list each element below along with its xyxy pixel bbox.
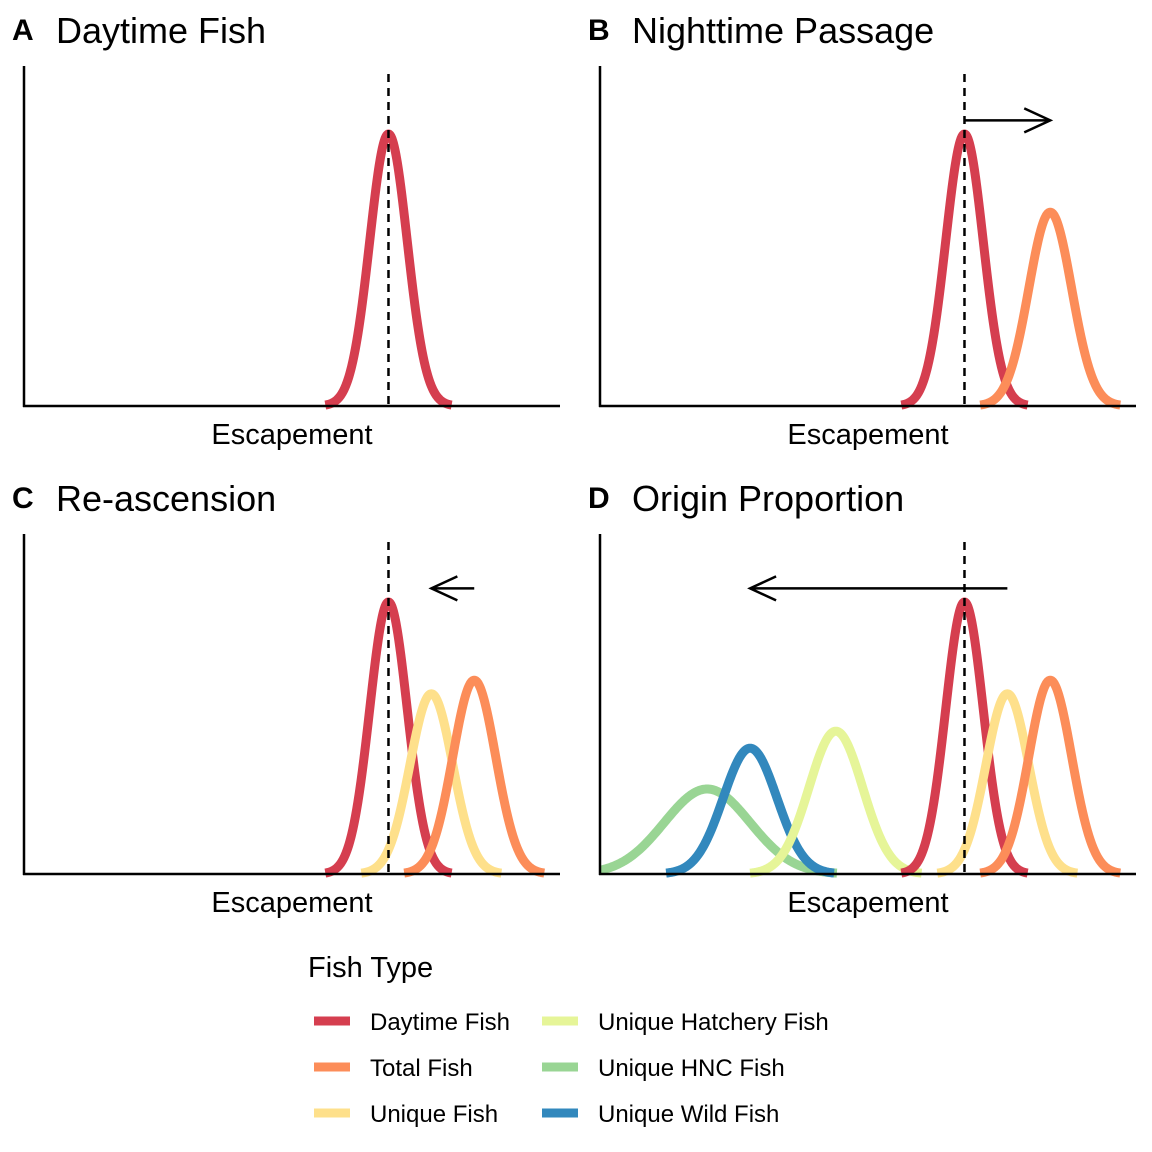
panel-d: D Origin Proportion Escapement <box>588 478 1136 919</box>
panel-title: Nighttime Passage <box>632 10 934 51</box>
x-axis-label: Escapement <box>787 887 948 919</box>
arrow-head <box>428 575 458 602</box>
series-line-total-fish <box>976 207 1125 410</box>
panel-letter: D <box>588 482 610 515</box>
panel-letter: C <box>12 482 34 515</box>
plot-area <box>22 66 560 410</box>
panel-letter: B <box>588 14 610 47</box>
panel-a: A Daytime Fish Escapement <box>12 10 560 451</box>
plot-area <box>596 534 1136 878</box>
x-axis-label: Escapement <box>787 419 948 451</box>
plot-area <box>22 534 560 878</box>
legend-label: Unique Hatchery Fish <box>598 1009 829 1036</box>
panel-c: C Re-ascension Escapement <box>12 478 560 919</box>
series-line-unique-wild-fish <box>662 743 838 878</box>
x-axis-label: Escapement <box>211 887 372 919</box>
plot-area <box>598 66 1136 410</box>
panel-letter: A <box>12 14 34 47</box>
legend-label: Unique HNC Fish <box>598 1055 785 1082</box>
arrow-head <box>747 575 777 602</box>
series-line-total-fish <box>400 675 549 878</box>
series-line-unique-hnc-fish <box>596 784 841 878</box>
panel-b: B Nighttime Passage Escapement <box>588 10 1136 451</box>
legend-label: Daytime Fish <box>370 1009 510 1036</box>
legend: Fish Type Daytime Fish Total Fish Unique… <box>308 952 829 1128</box>
panel-title: Daytime Fish <box>56 10 266 51</box>
legend-title: Fish Type <box>308 952 433 984</box>
legend-label: Unique Fish <box>370 1101 498 1128</box>
series-line-unique-hatchery-fish <box>746 726 926 878</box>
legend-label: Total Fish <box>370 1055 473 1082</box>
x-axis-label: Escapement <box>211 419 372 451</box>
panel-title: Re-ascension <box>56 478 276 519</box>
series-line-total-fish <box>976 675 1125 878</box>
panel-title: Origin Proportion <box>632 478 904 519</box>
arrow-head <box>1023 107 1054 134</box>
series-line-unique-fish <box>357 689 506 878</box>
series-line-unique-fish <box>933 689 1082 878</box>
legend-label: Unique Wild Fish <box>598 1101 779 1128</box>
